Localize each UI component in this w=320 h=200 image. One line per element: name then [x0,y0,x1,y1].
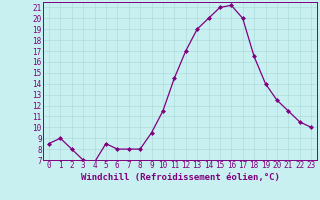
X-axis label: Windchill (Refroidissement éolien,°C): Windchill (Refroidissement éolien,°C) [81,173,279,182]
